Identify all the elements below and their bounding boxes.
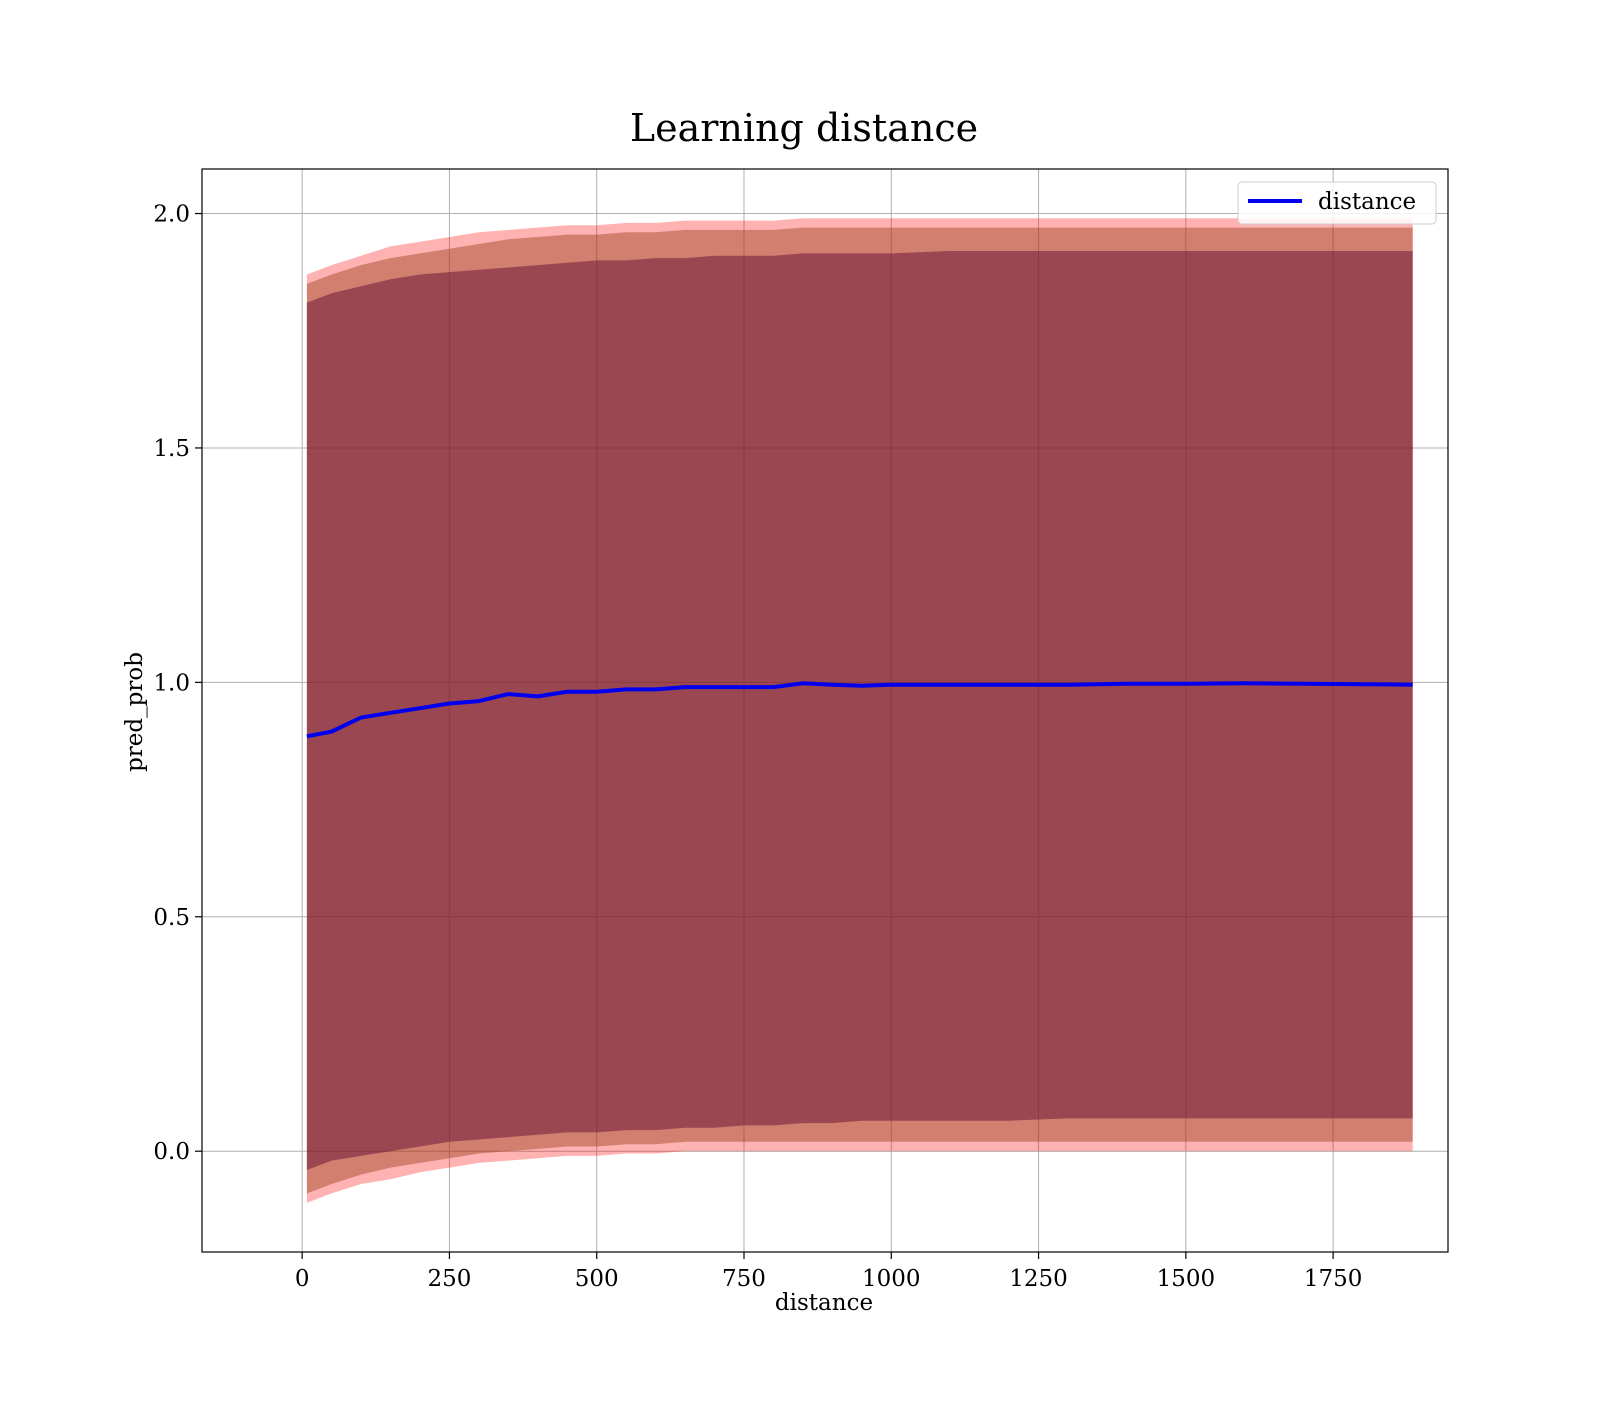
x-tick-label-0: 0 <box>295 1266 310 1292</box>
x-axis-label: distance <box>775 1290 873 1316</box>
x-tick-label-6: 1500 <box>1157 1266 1216 1292</box>
line-layer <box>306 681 1413 739</box>
x-tick-label-1: 250 <box>427 1266 471 1292</box>
tick-layer: 0 250 500 750 1000 1250 1500 1750 0.0 0.5 1.0 1.5 2.… <box>153 202 1362 1292</box>
band-layer <box>306 218 1413 1203</box>
chart-title: Learning distance <box>630 106 978 150</box>
legend-label-distance: distance <box>1318 189 1416 215</box>
y-tick-label-3: 1.5 <box>153 436 190 462</box>
y-tick-label-1: 0.5 <box>153 905 190 931</box>
plot-frame <box>201 168 1449 1253</box>
y-tick-label-2: 1.0 <box>153 670 190 696</box>
x-tick-label-2: 500 <box>575 1266 619 1292</box>
series-line-distance <box>306 681 1413 739</box>
y-tick-label-0: 0.0 <box>153 1139 190 1165</box>
x-tick-label-4: 1000 <box>862 1266 921 1292</box>
x-tick-label-7: 1750 <box>1304 1266 1363 1292</box>
y-tick-label-4: 2.0 <box>153 202 190 228</box>
legend-box <box>1237 181 1437 225</box>
legend: distance <box>1237 181 1437 225</box>
x-tick-label-3: 750 <box>722 1266 766 1292</box>
x-tick-label-5: 1250 <box>1009 1266 1068 1292</box>
y-axis-label: pred_prob <box>122 652 148 772</box>
uncertainty-band-2 <box>306 251 1413 1170</box>
